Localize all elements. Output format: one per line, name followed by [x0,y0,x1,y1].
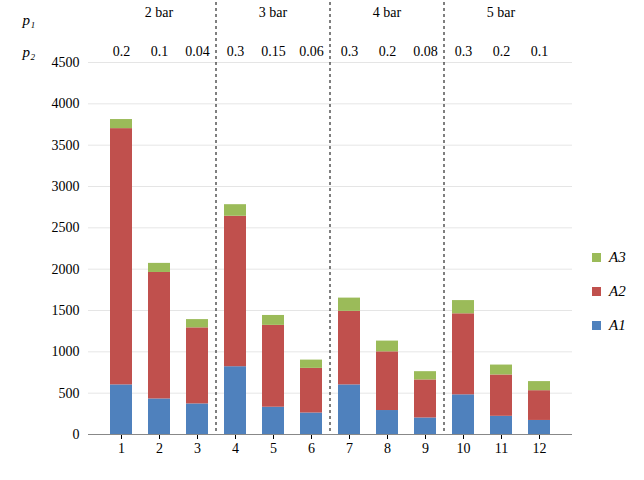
svg-text:1: 1 [118,441,125,456]
svg-text:4000: 4000 [52,96,80,111]
svg-text:0.2: 0.2 [493,44,511,59]
svg-text:0.3: 0.3 [341,44,359,59]
svg-text:0: 0 [73,427,80,442]
svg-text:3: 3 [194,441,201,456]
svg-text:p₂: p₂ [22,44,36,60]
svg-text:p₁: p₁ [22,12,36,28]
html-text:A2: A2 [609,282,626,299]
svg-text:0.06: 0.06 [299,44,324,59]
svg-text:5: 5 [270,441,277,456]
svg-text:8: 8 [384,441,391,456]
svg-text:1000: 1000 [52,344,80,359]
svg-text:12: 12 [533,441,547,456]
svg-text:2 bar: 2 bar [145,5,174,20]
svg-text:4500: 4500 [52,55,80,70]
svg-text:6: 6 [308,441,315,456]
svg-text:0.2: 0.2 [113,44,131,59]
svg-text:0.15: 0.15 [261,44,286,59]
svg-text:4 bar: 4 bar [373,5,402,20]
svg-text:4: 4 [232,441,239,456]
svg-text:3000: 3000 [52,179,80,194]
svg-text:2000: 2000 [52,262,80,277]
svg-text:0.2: 0.2 [379,44,397,59]
svg-text:10: 10 [457,441,471,456]
svg-text:0.04: 0.04 [185,44,210,59]
svg-text:0.3: 0.3 [455,44,473,59]
svg-text:0.08: 0.08 [413,44,438,59]
svg-text:11: 11 [495,441,508,456]
svg-text:7: 7 [346,441,353,456]
html-text:A1: A1 [609,316,626,333]
svg-text:500: 500 [59,386,80,401]
svg-text:0.3: 0.3 [227,44,245,59]
svg-text:0.1: 0.1 [531,44,549,59]
svg-text:3500: 3500 [52,138,80,153]
svg-text:2500: 2500 [52,220,80,235]
svg-text:0.1: 0.1 [151,44,169,59]
svg-text:3 bar: 3 bar [259,5,288,20]
svg-text:2: 2 [156,441,163,456]
svg-text:9: 9 [422,441,429,456]
html-text:A3: A3 [609,248,626,265]
svg-text:1500: 1500 [52,303,80,318]
svg-text:5 bar: 5 bar [487,5,516,20]
